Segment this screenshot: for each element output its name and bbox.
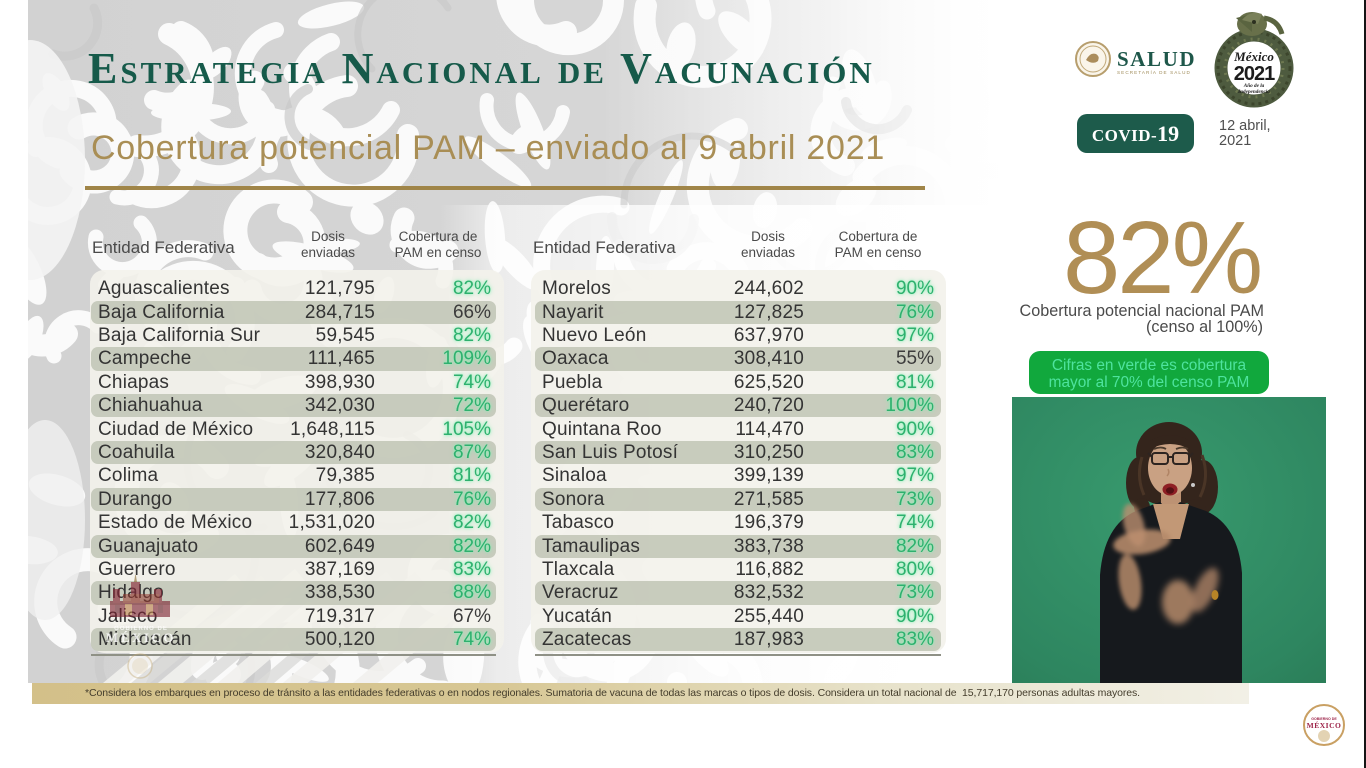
svg-text:México: México (1233, 49, 1274, 64)
svg-text:MÉXICO: MÉXICO (1307, 720, 1342, 730)
svg-text:GOBIERNO DE: GOBIERNO DE (114, 626, 168, 632)
svg-text:SALUD: SALUD (1117, 47, 1196, 71)
svg-text:Independencia: Independencia (1237, 89, 1270, 95)
svg-text:Año de la: Año de la (1243, 83, 1265, 89)
svg-text:SECRETARÍA DE SALUD: SECRETARÍA DE SALUD (1117, 69, 1191, 75)
svg-text:MÉXICO: MÉXICO (106, 630, 176, 645)
svg-text:GOBIERNO DE: GOBIERNO DE (1311, 717, 1337, 721)
svg-text:2021: 2021 (1234, 63, 1275, 85)
